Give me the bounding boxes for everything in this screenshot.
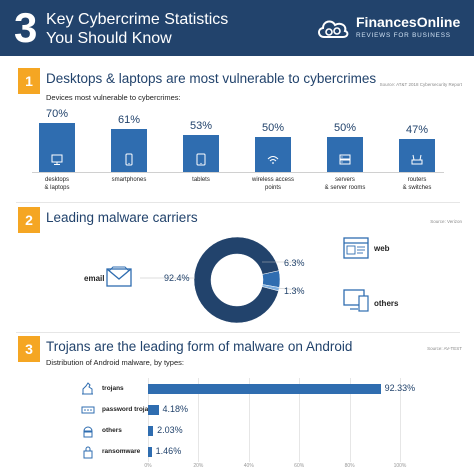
logo-name: FinancesOnline — [356, 14, 461, 30]
device-category-label: tablets — [192, 177, 210, 183]
others-value: 1.3% — [284, 286, 305, 296]
section-2-source: Source: Verizon — [430, 219, 462, 224]
x-gridline — [248, 378, 250, 462]
device-category-label: routers & switches — [402, 177, 432, 191]
header-title: Key Cybercrime Statistics You Should Kno… — [46, 10, 228, 48]
android-malware-label: password trojans — [102, 406, 156, 413]
section-3-source: Source: AV-TEST — [427, 346, 462, 351]
android-malware-bar — [148, 426, 154, 436]
section-3-subtitle: Distribution of Android malware, by type… — [46, 358, 184, 367]
x-gridline — [349, 378, 351, 462]
device-bar-value: 50% — [333, 122, 357, 134]
x-gridline — [400, 378, 401, 462]
section-3-title: Trojans are the leading form of malware … — [46, 339, 353, 354]
financesonline-logo: FinancesOnline REVIEWS FOR BUSINESS — [316, 14, 466, 44]
envelope-icon — [106, 266, 132, 287]
device-bar — [399, 139, 435, 172]
x-tick-label: 80% — [344, 463, 355, 469]
device-bar-value: 61% — [117, 114, 141, 127]
header-banner: 3 Key Cybercrime Statistics You Should K… — [0, 0, 474, 56]
browser-icon — [343, 237, 369, 259]
x-gridline — [299, 378, 301, 462]
android-malware-label: ransomware — [102, 448, 141, 455]
x-gridline — [148, 378, 149, 462]
device-bar — [39, 123, 75, 172]
ransomware-icon — [83, 446, 93, 459]
router-icon — [411, 154, 423, 165]
cloud-logo-icon — [318, 20, 349, 38]
others-leader-line — [277, 287, 301, 291]
device-bar-value: 70% — [45, 108, 69, 120]
device-category-label: servers & server rooms — [324, 177, 366, 191]
section-3-badge: 3 — [18, 336, 40, 362]
android-malware-value: 2.03% — [157, 425, 183, 435]
x-tick-label: 60% — [294, 463, 305, 469]
trojan-horse-icon — [82, 382, 93, 395]
smartphone-icon — [125, 153, 133, 166]
password-icon — [81, 406, 95, 414]
divider-2 — [16, 332, 460, 333]
device-category-label: smartphones — [111, 177, 147, 183]
x-tick-label: 40% — [243, 463, 254, 469]
header-title-line2: You Should Know — [46, 30, 172, 47]
x-tick-label: 100% — [393, 463, 407, 469]
android-malware-bar — [148, 447, 152, 457]
x-gridline — [198, 378, 200, 462]
section-2-badge: 2 — [18, 207, 40, 233]
divider-1 — [16, 202, 460, 203]
section-1-badge: 1 — [18, 68, 40, 94]
device-bar — [111, 129, 147, 172]
android-malware-value: 1.46% — [155, 446, 182, 456]
wifi-icon — [267, 156, 279, 164]
donut-slice-email — [193, 236, 280, 324]
x-tick-label: 20% — [193, 463, 204, 469]
section-1-source: Source: AT&T 2018 Cybersecurity Report — [379, 82, 462, 87]
logo-tagline: REVIEWS FOR BUSINESS — [356, 32, 451, 39]
android-icon — [83, 426, 93, 438]
device-bar-value: 47% — [405, 124, 429, 137]
device-category-label: desktops & laptops — [44, 177, 70, 191]
device-bar — [183, 134, 219, 172]
web-label: web — [374, 244, 390, 253]
section-1-subtitle: Devices most vulnerable to cybercrimes: — [46, 93, 181, 102]
server-icon — [339, 154, 351, 165]
email-value: 92.4% — [164, 273, 190, 283]
monitor-icon — [51, 154, 63, 165]
android-malware-label: others — [102, 427, 122, 434]
android-malware-label: trojans — [102, 385, 124, 392]
email-label: email — [84, 274, 105, 283]
device-bar-value: 53% — [189, 119, 213, 132]
device-bar-value: 50% — [261, 122, 285, 134]
x-tick-label: 0% — [144, 463, 152, 469]
header-title-line1: Key Cybercrime Statistics — [46, 11, 229, 28]
android-malware-value: 4.18% — [162, 404, 189, 414]
android-malware-value: 92.33% — [384, 383, 416, 393]
device-category-label: wireless access points — [251, 177, 294, 191]
device-bar — [255, 137, 291, 172]
malware-donut — [193, 236, 281, 324]
tablet-icon — [196, 153, 206, 166]
header-number: 3 — [14, 4, 38, 51]
device-bar — [327, 137, 363, 172]
android-malware-bar — [148, 384, 381, 394]
web-value: 6.3% — [284, 258, 305, 268]
section-2-title: Leading malware carriers — [46, 210, 198, 225]
others-label: others — [374, 299, 399, 308]
chart-1-baseline — [32, 172, 444, 173]
devices-icon — [343, 289, 369, 312]
section-1-title: Desktops & laptops are most vulnerable t… — [46, 71, 377, 86]
android-malware-bar — [148, 405, 159, 415]
